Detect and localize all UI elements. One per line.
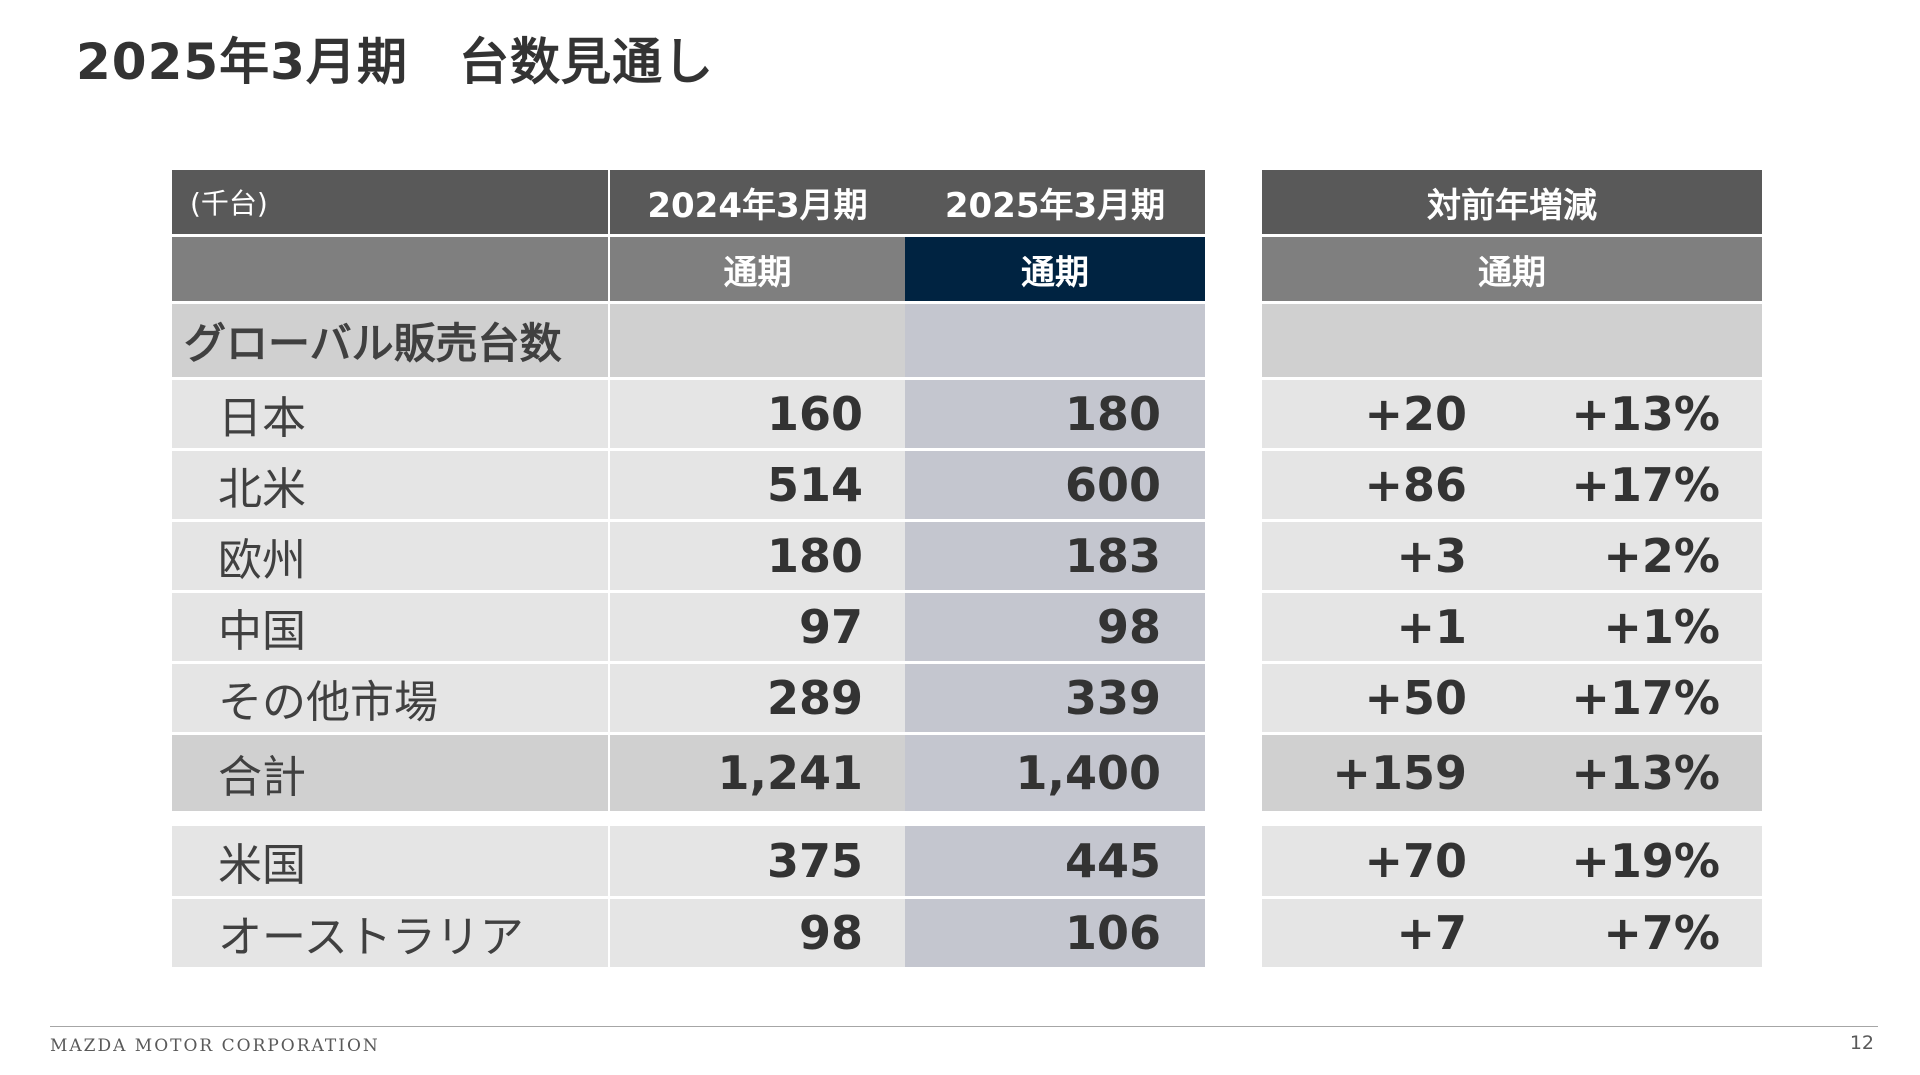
value-fy2024: 98 [610, 899, 905, 967]
row-label: 日本 [172, 380, 608, 448]
subheader-blank [172, 237, 608, 301]
value-yoy-pct: +19% [1527, 826, 1762, 896]
page-number: 12 [1849, 1032, 1874, 1054]
value-yoy-diff: +50 [1262, 664, 1527, 732]
value-fy2024: 289 [610, 664, 905, 732]
header-fy2025: 2025年3月期 [905, 170, 1205, 234]
value-fy2025: 106 [905, 899, 1205, 967]
value-fy2025: 98 [905, 593, 1205, 661]
value-fy2024-total: 1,241 [610, 735, 905, 811]
row-label: 欧州 [172, 522, 608, 590]
value-yoy-diff-total: +159 [1262, 735, 1527, 811]
value-yoy-pct: +17% [1527, 451, 1762, 519]
row-label: 中国 [172, 593, 608, 661]
row-label: 北米 [172, 451, 608, 519]
page-title: 2025年3月期 台数見通し [76, 33, 714, 91]
section-blank-fy2025 [905, 304, 1205, 377]
value-fy2024: 160 [610, 380, 905, 448]
value-fy2024: 97 [610, 593, 905, 661]
footer-divider [50, 1026, 1878, 1027]
value-fy2025: 445 [905, 826, 1205, 896]
value-fy2025: 180 [905, 380, 1205, 448]
value-fy2024: 180 [610, 522, 905, 590]
value-yoy-pct: +7% [1527, 899, 1762, 967]
value-yoy-diff: +1 [1262, 593, 1527, 661]
value-yoy-pct: +13% [1527, 380, 1762, 448]
value-yoy-diff: +70 [1262, 826, 1527, 896]
row-label: オーストラリア [172, 899, 608, 967]
value-fy2025: 183 [905, 522, 1205, 590]
value-fy2025-total: 1,400 [905, 735, 1205, 811]
section-label-global-sales: グローバル販売台数 [172, 304, 608, 377]
header-fy2024: 2024年3月期 [610, 170, 905, 234]
row-label: 米国 [172, 826, 608, 896]
value-yoy-pct: +2% [1527, 522, 1762, 590]
value-yoy-pct-total: +13% [1527, 735, 1762, 811]
value-yoy-diff: +7 [1262, 899, 1527, 967]
value-fy2024: 514 [610, 451, 905, 519]
unit-label: (千台) [172, 170, 608, 234]
value-yoy-diff: +3 [1262, 522, 1527, 590]
value-yoy-pct: +1% [1527, 593, 1762, 661]
section-blank-yoy [1262, 304, 1762, 377]
header-yoy: 対前年増減 [1262, 170, 1762, 234]
row-label-total: 合計 [172, 735, 608, 811]
value-fy2025: 600 [905, 451, 1205, 519]
section-blank-fy2024 [610, 304, 905, 377]
value-yoy-diff: +20 [1262, 380, 1527, 448]
subheader-yoy-full-year: 通期 [1262, 237, 1762, 301]
value-fy2024: 375 [610, 826, 905, 896]
value-yoy-pct: +17% [1527, 664, 1762, 732]
subheader-fy2025-full-year: 通期 [905, 237, 1205, 301]
footer-company-name: MAZDA MOTOR CORPORATION [50, 1036, 380, 1056]
value-fy2025: 339 [905, 664, 1205, 732]
value-yoy-diff: +86 [1262, 451, 1527, 519]
subheader-fy2024-full-year: 通期 [610, 237, 905, 301]
row-label: その他市場 [172, 664, 608, 732]
